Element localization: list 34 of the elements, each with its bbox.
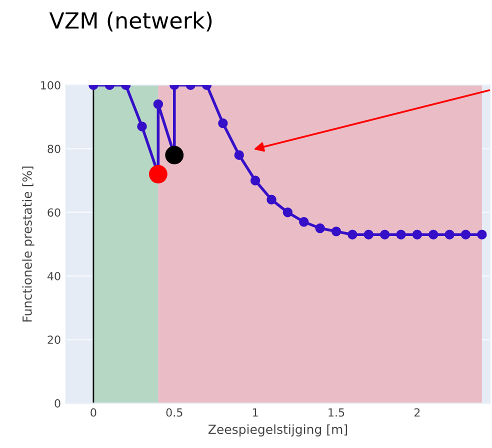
point: [380, 230, 390, 240]
y-tick-label: 100: [41, 81, 60, 90]
y-tick-label: 20: [48, 336, 60, 344]
point: [444, 230, 454, 240]
y-axis-title: Functionele prestatie [%]: [22, 166, 34, 322]
point: [348, 230, 358, 240]
point: [148, 164, 168, 184]
x-tick-label: 1: [253, 408, 258, 417]
point: [266, 194, 276, 204]
point: [165, 146, 184, 164]
point: [428, 230, 438, 240]
x-tick-label: 0.5: [166, 408, 182, 417]
point: [250, 176, 260, 186]
x-tick-label: 0: [90, 408, 96, 417]
y-tick-label: 60: [48, 208, 60, 217]
y-tick-label: 0: [54, 399, 60, 408]
point: [412, 230, 422, 240]
point: [460, 230, 471, 240]
x-tick-label: 2: [414, 408, 420, 417]
x-axis-title: Zeespiegelstijging [m]: [208, 424, 347, 436]
point: [315, 223, 325, 234]
point: [282, 207, 293, 218]
point: [396, 230, 406, 240]
point: [477, 230, 487, 240]
point: [234, 150, 244, 160]
y-tick-label: 40: [47, 272, 60, 280]
point: [299, 217, 309, 227]
point: [364, 230, 374, 240]
x-tick-label: 1.5: [328, 408, 344, 417]
y-tick-label: 80: [48, 144, 60, 154]
point: [137, 122, 147, 132]
point: [218, 118, 228, 128]
point: [331, 226, 342, 236]
chart-title: VZM (netwerk): [49, 12, 212, 32]
